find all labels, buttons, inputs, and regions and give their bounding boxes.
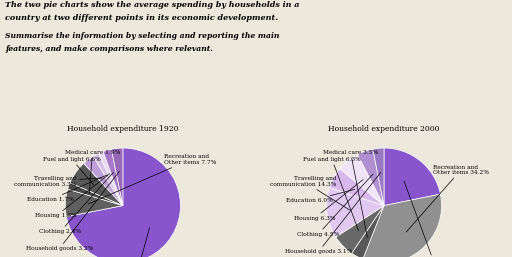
Wedge shape <box>340 154 384 206</box>
Text: country at two different points in its economic development.: country at two different points in its e… <box>5 14 278 22</box>
Text: Housing 6.3%: Housing 6.3% <box>293 180 363 221</box>
Wedge shape <box>103 149 123 206</box>
Wedge shape <box>352 206 384 257</box>
Text: The two pie charts show the average spending by households in a: The two pie charts show the average spen… <box>5 1 300 9</box>
Wedge shape <box>357 149 384 206</box>
Text: Housing 1.3%: Housing 1.3% <box>35 174 110 218</box>
Wedge shape <box>329 169 384 206</box>
Wedge shape <box>93 153 123 206</box>
Text: Recreation and
Other items 7.7%: Recreation and Other items 7.7% <box>89 154 217 204</box>
Text: Travelling and
communication 14.3%: Travelling and communication 14.3% <box>270 176 350 210</box>
Text: Clothing 2.4%: Clothing 2.4% <box>39 172 114 234</box>
Text: features, and make comparisons where relevant.: features, and make comparisons where rel… <box>5 45 213 53</box>
Text: Household goods 3.2%: Household goods 3.2% <box>26 171 119 251</box>
Wedge shape <box>336 206 384 253</box>
Wedge shape <box>84 156 123 206</box>
Wedge shape <box>112 148 123 206</box>
Wedge shape <box>384 148 440 206</box>
Text: Fuel and light 6.6%: Fuel and light 6.6% <box>43 157 101 185</box>
Wedge shape <box>70 163 123 206</box>
Text: Household goods 3.1%: Household goods 3.1% <box>285 172 381 254</box>
Title: Household expenditure 1920: Household expenditure 1920 <box>67 125 179 133</box>
Title: Household expenditure 2000: Household expenditure 2000 <box>328 125 440 133</box>
Text: Education 6.0%: Education 6.0% <box>287 189 355 204</box>
Wedge shape <box>373 148 384 206</box>
Text: Medical care 1.9%: Medical care 1.9% <box>65 150 120 194</box>
Text: Food 21.8%: Food 21.8% <box>404 181 451 257</box>
Text: Recreation and
Other items 34.2%: Recreation and Other items 34.2% <box>406 164 489 232</box>
Text: Education 1.7%: Education 1.7% <box>27 175 106 202</box>
Text: Summarise the information by selecting and reporting the main: Summarise the information by selecting a… <box>5 32 280 40</box>
Wedge shape <box>99 152 123 206</box>
Wedge shape <box>363 194 441 257</box>
Wedge shape <box>67 148 180 257</box>
Wedge shape <box>68 183 123 206</box>
Text: Food 71.9%: Food 71.9% <box>121 227 157 257</box>
Text: Travelling and
communication 3.3%: Travelling and communication 3.3% <box>14 176 102 187</box>
Text: Fuel and light 6.3%: Fuel and light 6.3% <box>303 157 361 231</box>
Text: Medical care 3.5%: Medical care 3.5% <box>323 150 378 237</box>
Text: Clothing 4.5%: Clothing 4.5% <box>297 174 373 237</box>
Wedge shape <box>327 187 384 237</box>
Wedge shape <box>66 189 123 217</box>
